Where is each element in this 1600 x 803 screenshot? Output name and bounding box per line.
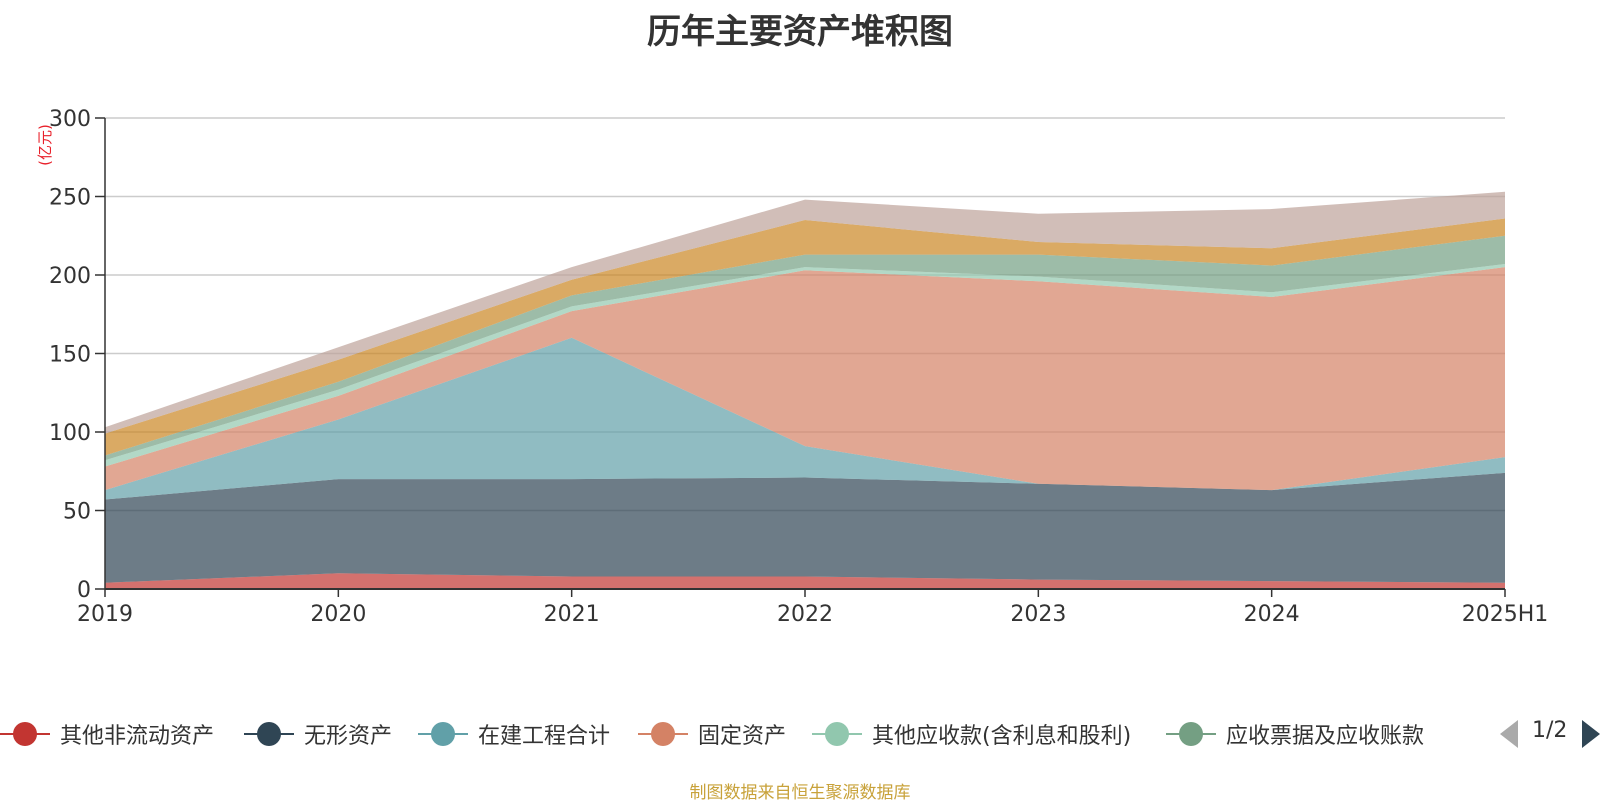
- legend-label: 其他应收款(含利息和股利): [872, 724, 1132, 749]
- x-tick-label: 2020: [310, 602, 366, 627]
- legend-marker-icon: [244, 719, 294, 749]
- legend-label: 应收票据及应收账款: [1226, 724, 1425, 749]
- legend-page-indicator: 1/2: [1532, 718, 1568, 743]
- legend-next-page-icon[interactable]: [1582, 720, 1600, 748]
- source-note: 制图数据来自恒生聚源数据库: [689, 783, 911, 803]
- legend-marker-icon: [638, 719, 688, 749]
- y-tick-label: 150: [49, 343, 91, 368]
- y-tick-label: 50: [63, 500, 91, 525]
- x-tick-label: 2023: [1010, 602, 1066, 627]
- area-series-3: [105, 267, 1505, 491]
- legend-label: 固定资产: [698, 724, 787, 749]
- legend-label: 无形资产: [304, 724, 393, 749]
- x-tick-label: 2021: [544, 602, 600, 627]
- legend-item[interactable]: 其他应收款(含利息和股利): [812, 714, 1131, 754]
- area-series-5: [105, 235, 1505, 461]
- area-series-layer: [105, 191, 1505, 589]
- area-series-6: [105, 218, 1505, 456]
- legend-label: 其他非流动资产: [60, 724, 215, 749]
- y-tick-label: 100: [49, 421, 91, 446]
- legend-label: 在建工程合计: [478, 724, 611, 749]
- y-axis-unit-label: (亿元): [36, 124, 54, 166]
- legend-item[interactable]: 在建工程合计: [418, 714, 610, 754]
- legend-marker-icon: [418, 719, 468, 749]
- legend-item[interactable]: 应收票据及应收账款: [1166, 714, 1424, 754]
- y-tick-label: 300: [49, 107, 91, 132]
- area-series-1: [105, 472, 1505, 583]
- legend-item[interactable]: 其他非流动资产: [0, 714, 214, 754]
- area-series-7: [105, 191, 1505, 434]
- legend-marker-icon: [0, 719, 50, 749]
- legend-marker-icon: [812, 719, 862, 749]
- x-tick-label: 2022: [777, 602, 833, 627]
- legend-item[interactable]: 无形资产: [244, 714, 392, 754]
- area-series-4: [105, 264, 1505, 467]
- x-tick-label: 2024: [1244, 602, 1300, 627]
- area-series-2: [105, 337, 1505, 500]
- axes: 0 50 100 150 200 250 300 2019 2020 2021 2022 2023 20…: [49, 107, 1548, 627]
- chart-title: 历年主要资产堆积图: [647, 12, 953, 52]
- x-tick-label: 2019: [77, 602, 133, 627]
- legend: 其他非流动资产 无形资产 在建工程合计 固定资产 其他应收款(含利息和股利) 应收票据及应…: [0, 714, 1600, 754]
- y-tick-label: 250: [49, 186, 91, 211]
- y-tick-label: 200: [49, 264, 91, 289]
- y-tick-label: 0: [77, 578, 91, 603]
- area-series-0: [105, 573, 1505, 589]
- x-tick-label: 2025H1: [1462, 602, 1549, 627]
- legend-item[interactable]: 固定资产: [638, 714, 786, 754]
- legend-marker-icon: [1166, 719, 1216, 749]
- legend-prev-page-icon[interactable]: [1500, 720, 1518, 748]
